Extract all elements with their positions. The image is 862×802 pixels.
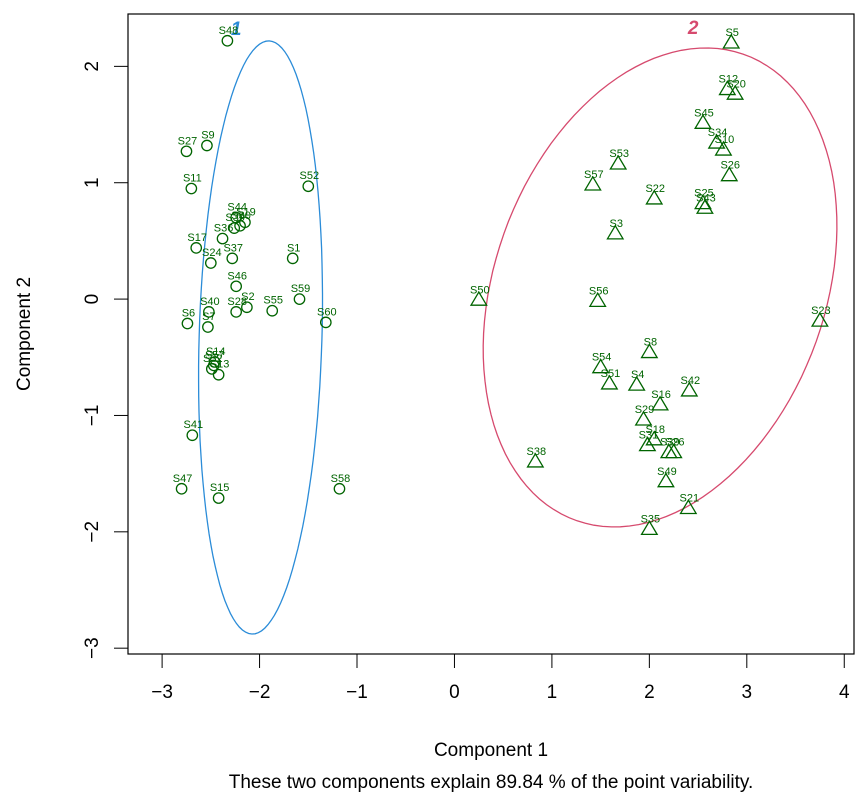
point-label: S48 xyxy=(219,25,239,37)
point-label: S10 xyxy=(715,134,735,146)
point-marker xyxy=(202,140,212,150)
point-marker xyxy=(203,322,213,332)
point-label: S53 xyxy=(609,148,629,160)
point-marker xyxy=(287,253,297,263)
x-tick-label: 2 xyxy=(644,682,655,703)
point-marker xyxy=(227,253,237,263)
data-points: S48S27 S9S11 S52S44S19S30S39S36S17S37 S1S24… xyxy=(173,25,831,535)
point-label: S35 xyxy=(641,513,661,525)
point-marker xyxy=(182,318,192,328)
y-axis-title: Component 2 xyxy=(14,277,35,391)
point-label: S31 xyxy=(639,430,659,442)
point-label: S47 xyxy=(173,473,193,485)
x-axis-title: Component 1 xyxy=(434,740,548,761)
point-label: S6 xyxy=(182,308,195,320)
point-label: S38 xyxy=(527,446,547,458)
point-label: S24 xyxy=(202,247,222,259)
point-label: S9 xyxy=(201,129,214,141)
point-marker xyxy=(186,183,196,193)
point-label: S17 xyxy=(187,232,207,244)
point-marker xyxy=(206,258,216,268)
point-label: S42 xyxy=(681,375,701,387)
point-label: S3 xyxy=(610,218,623,230)
point-label: S11 xyxy=(183,173,202,185)
point-label: S46 xyxy=(227,270,247,282)
point-marker xyxy=(267,306,277,316)
point-label: S16 xyxy=(651,389,671,401)
y-tick-label: −2 xyxy=(82,521,103,543)
point-label: S45 xyxy=(694,107,714,119)
point-marker xyxy=(231,307,241,317)
y-tick-label: 1 xyxy=(82,177,103,188)
y-tick-label: 2 xyxy=(82,61,103,72)
x-tick-label: 0 xyxy=(449,682,460,703)
x-tick-label: 3 xyxy=(742,682,753,703)
x-tick-label: 4 xyxy=(839,682,850,703)
point-label: S55 xyxy=(263,295,283,307)
point-label: S56 xyxy=(589,285,609,297)
point-label: S59 xyxy=(291,283,311,295)
point-marker xyxy=(191,243,201,253)
point-label: S4 xyxy=(631,369,644,381)
point-label: S20 xyxy=(726,78,746,90)
point-label: S7 xyxy=(202,311,215,323)
x-tick-label: −3 xyxy=(151,682,173,703)
point-label: S1 xyxy=(287,242,300,254)
plot-frame xyxy=(128,14,854,654)
y-tick-label: −1 xyxy=(82,405,103,427)
point-label: S40 xyxy=(200,296,220,308)
point-label: S41 xyxy=(184,419,204,431)
point-marker xyxy=(176,484,186,494)
cluster-2-label: 2 xyxy=(687,18,699,39)
point-label: S51 xyxy=(601,368,621,380)
y-tick-label: −3 xyxy=(82,637,103,659)
point-label: S21 xyxy=(680,493,700,505)
point-label: S22 xyxy=(645,183,665,195)
point-label: S49 xyxy=(657,466,677,478)
y-axis: −3 −2 −1 0 1 2 xyxy=(82,61,128,659)
point-label: S58 xyxy=(331,473,351,485)
point-label: S29 xyxy=(635,404,655,416)
point-label: S8 xyxy=(644,337,657,349)
point-marker xyxy=(303,181,313,191)
point-label: S27 xyxy=(178,135,198,147)
y-tick-label: 0 xyxy=(82,294,103,305)
x-axis: −3 −2 −1 0 1 2 3 4 xyxy=(151,654,850,703)
point-label: S37 xyxy=(223,242,243,254)
point-label: S54 xyxy=(592,352,612,364)
x-tick-label: −1 xyxy=(346,682,368,703)
point-label: S52 xyxy=(299,170,319,182)
point-label: S26 xyxy=(665,437,685,449)
point-marker xyxy=(231,281,241,291)
point-label: S5 xyxy=(725,27,738,39)
point-label: S60 xyxy=(317,306,337,318)
point-label: S50 xyxy=(470,284,490,296)
point-label: S57 xyxy=(584,169,604,181)
point-marker xyxy=(181,146,191,156)
point-marker xyxy=(213,370,223,380)
cluster-1-ellipse xyxy=(199,41,323,634)
x-tick-label: −2 xyxy=(249,682,271,703)
point-label: S23 xyxy=(811,305,831,317)
point-marker xyxy=(187,430,197,440)
point-label: S36 xyxy=(214,223,234,235)
x-tick-label: 1 xyxy=(547,682,558,703)
point-marker xyxy=(213,493,223,503)
point-label: S26 xyxy=(720,160,740,172)
point-label: S13 xyxy=(210,359,230,371)
point-marker xyxy=(222,36,232,46)
chart-subtitle: These two components explain 89.84 % of … xyxy=(229,772,754,793)
point-marker xyxy=(294,294,304,304)
point-label: S28 xyxy=(227,296,247,308)
point-marker xyxy=(334,484,344,494)
point-label: S15 xyxy=(210,482,230,494)
point-label: S43 xyxy=(696,192,716,204)
